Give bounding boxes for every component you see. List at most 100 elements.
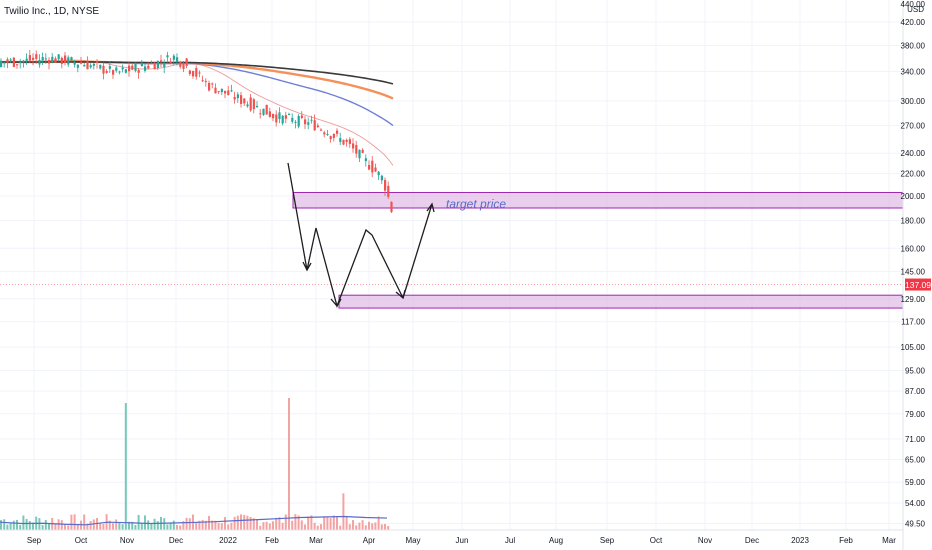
- candle-body: [368, 164, 371, 170]
- candle-body: [160, 60, 163, 63]
- volume-bar: [297, 515, 300, 530]
- candle-body: [384, 180, 387, 191]
- candle-body: [230, 90, 233, 92]
- candle-body: [262, 108, 265, 115]
- volume-bar: [198, 520, 201, 530]
- time-tick-label: May: [405, 536, 420, 545]
- candle-body: [115, 67, 118, 71]
- volume-bar: [118, 522, 121, 530]
- candle-body: [19, 61, 22, 64]
- volume-bar: [220, 523, 223, 530]
- volume-bar: [0, 520, 2, 530]
- candle-body: [41, 57, 44, 61]
- volume-bar: [332, 515, 335, 530]
- candle-body: [371, 160, 374, 173]
- candle-body: [323, 132, 326, 135]
- volume-bar: [150, 523, 153, 530]
- time-tick-label: Oct: [75, 536, 88, 545]
- candle-body: [211, 83, 214, 85]
- volume-bar: [67, 525, 70, 530]
- volume-bar: [313, 522, 316, 530]
- candle-body: [246, 104, 249, 107]
- volume-bar: [22, 515, 25, 530]
- time-tick-label: Oct: [650, 536, 663, 545]
- candle-body: [345, 139, 348, 142]
- candle-body: [284, 115, 287, 119]
- candle-body: [121, 67, 124, 70]
- volume-bar: [243, 514, 246, 530]
- chart-zones: target price: [0, 191, 904, 309]
- candle-body: [300, 115, 303, 118]
- candle-body: [252, 99, 255, 110]
- volume-bar: [246, 515, 249, 530]
- volume-bar: [323, 517, 326, 530]
- candle-body: [204, 80, 207, 82]
- volume-bar: [25, 518, 28, 530]
- volume-bar: [172, 520, 175, 530]
- candle-body: [281, 115, 284, 124]
- projection-arrow-head: [426, 202, 435, 213]
- volume-bar: [310, 515, 313, 530]
- candle-body: [352, 143, 355, 149]
- candle-body: [342, 139, 345, 145]
- candle-body: [387, 185, 390, 197]
- candle-body: [99, 64, 102, 69]
- candle-body: [32, 57, 35, 60]
- candle-body: [118, 71, 121, 73]
- candle-body: [112, 70, 115, 75]
- candle-body: [201, 80, 204, 82]
- candle-body: [22, 60, 25, 63]
- time-tick-label: Jun: [456, 536, 469, 545]
- volume-bar: [163, 518, 166, 530]
- time-tick-label: Feb: [839, 536, 853, 545]
- volume-bar: [307, 516, 310, 530]
- volume-bar: [284, 514, 287, 530]
- candle-body: [25, 58, 28, 61]
- candle-body: [390, 201, 393, 212]
- volume-bar: [169, 523, 172, 530]
- volume-bar: [342, 493, 345, 530]
- volume-bar: [275, 517, 278, 530]
- volume-bar: [352, 520, 354, 530]
- volume-bar: [89, 520, 92, 530]
- time-tick-label: Mar: [882, 536, 896, 545]
- volume-bar: [32, 522, 34, 530]
- volume-bar: [204, 520, 207, 530]
- volume-bar: [73, 514, 76, 530]
- volume-bar: [12, 520, 15, 530]
- volume-bar: [208, 515, 210, 530]
- volume-bar: [140, 523, 143, 530]
- volume-bar: [387, 525, 390, 530]
- volume-bar: [147, 520, 150, 530]
- volume-bar: [268, 523, 271, 530]
- volume-bar: [44, 520, 47, 530]
- time-tick-label: Jul: [505, 536, 515, 545]
- volume-bar: [348, 524, 351, 530]
- volume-bar: [83, 514, 86, 530]
- volume-bar: [112, 523, 114, 530]
- candle-body: [256, 105, 259, 108]
- volume-bar: [361, 520, 364, 530]
- pattern-arrow-head: [395, 289, 406, 300]
- volume-bar: [99, 522, 102, 530]
- candle-body: [131, 65, 134, 70]
- volume-bar: [179, 525, 182, 530]
- volume-bar: [38, 518, 41, 530]
- volume-bar: [256, 519, 258, 530]
- target-price-label: target price: [446, 197, 506, 211]
- candle-body: [134, 63, 137, 71]
- candle-body: [336, 130, 339, 134]
- price-tick-label: 270.00: [901, 122, 926, 131]
- volume-bar: [188, 518, 191, 530]
- candle-body: [89, 65, 92, 68]
- volume-bar: [16, 519, 18, 530]
- candle-body: [35, 54, 38, 59]
- volume-bar: [70, 514, 73, 530]
- price-tick-label: 49.50: [905, 519, 926, 528]
- volume-bar: [374, 522, 377, 530]
- candle-body: [163, 64, 166, 68]
- candle-body: [9, 59, 12, 61]
- time-tick-label: Nov: [698, 536, 712, 545]
- volume-bar: [288, 398, 290, 530]
